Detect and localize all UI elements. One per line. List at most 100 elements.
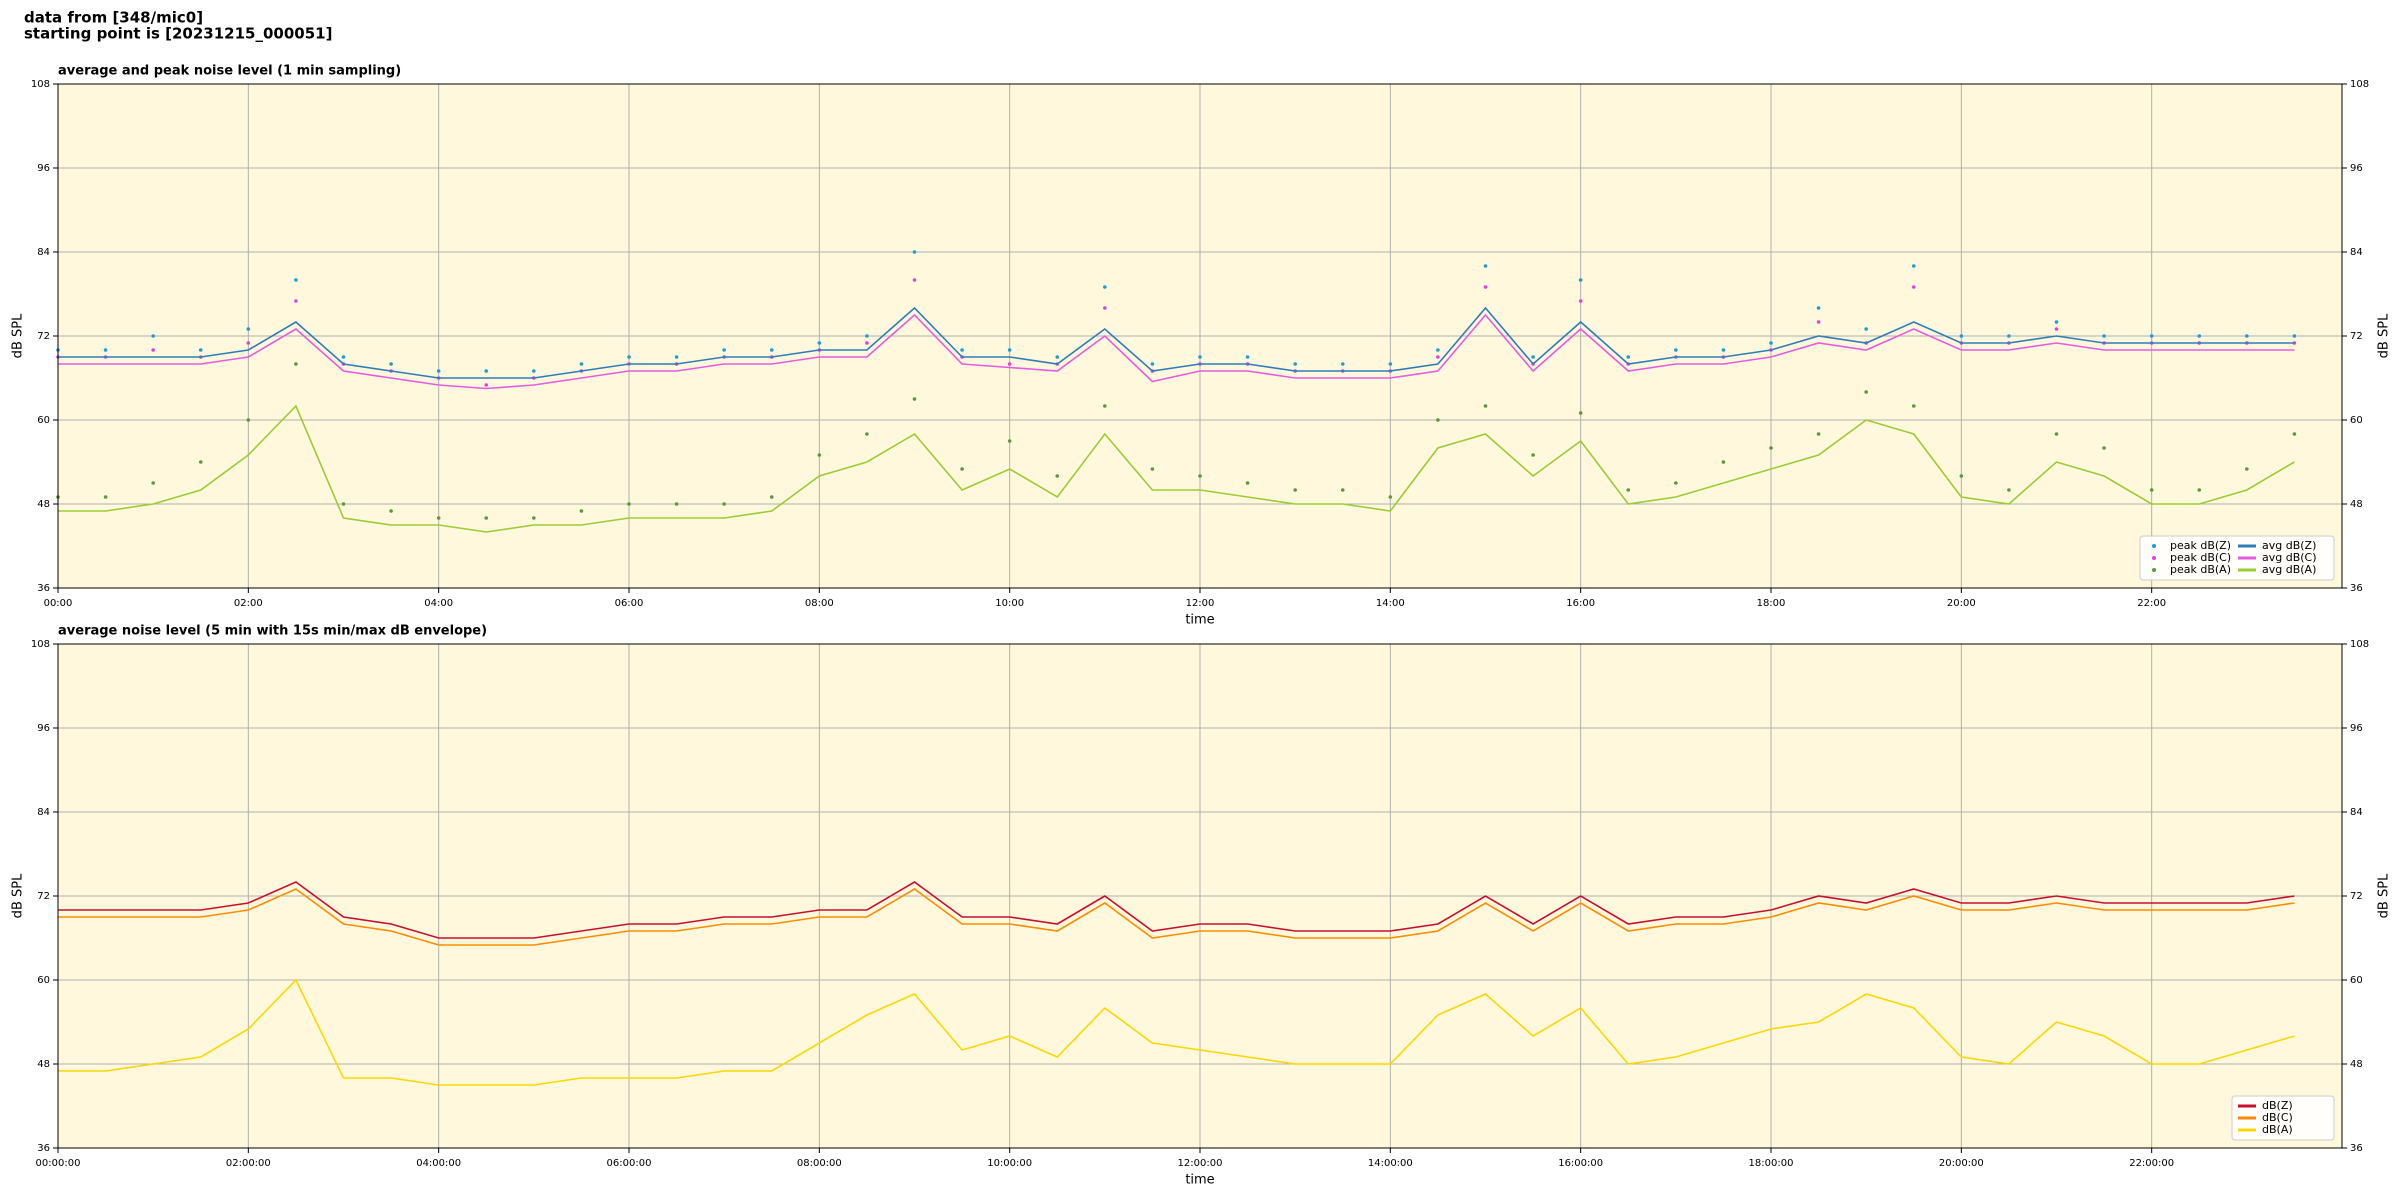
x-tick-label: 16:00:00 (1558, 1158, 1603, 1169)
y2-tick-label: 96 (2350, 723, 2363, 734)
peak-point (1816, 320, 1821, 324)
peak-point (151, 348, 155, 352)
peak-point (1436, 418, 1440, 422)
series-line (58, 978, 2295, 1086)
peak-point (769, 348, 774, 352)
peak-point (1483, 264, 1488, 268)
legend-label: peak dB(Z) (2170, 539, 2231, 552)
peak-point (2007, 488, 2011, 492)
peak-point (246, 418, 251, 422)
y-tick-label: 72 (37, 891, 50, 902)
peak-point (2245, 334, 2249, 338)
y2-tick-label: 36 (2350, 583, 2363, 594)
peak-point (198, 460, 203, 464)
peak-point (1150, 362, 1155, 366)
series-line (58, 313, 2295, 390)
y-axis-label: dB SPL (11, 313, 26, 358)
legend-label: dB(C) (2262, 1111, 2293, 1124)
peak-point (912, 278, 917, 282)
legend-marker (2152, 544, 2156, 548)
peak-point (1007, 439, 1012, 443)
x-tick-label: 20:00 (1947, 598, 1976, 609)
peak-point (1245, 355, 1250, 359)
chart-title: average noise level (5 min with 15s min/… (58, 624, 487, 639)
peak-point (1864, 390, 1868, 394)
peak-point (532, 369, 536, 373)
x-tick-label: 18:00:00 (1749, 1158, 1794, 1169)
peak-point (151, 481, 155, 485)
peak-point (674, 355, 679, 359)
y-tick-label: 36 (37, 583, 50, 594)
y2-tick-label: 48 (2350, 499, 2363, 510)
x-tick-label: 10:00:00 (987, 1158, 1032, 1169)
peak-point (294, 362, 298, 366)
peak-point (2197, 334, 2202, 338)
peak-point (484, 383, 489, 387)
legend-marker (2152, 556, 2156, 560)
y-tick-label: 108 (31, 79, 50, 90)
peak-point (960, 348, 964, 352)
legend-label: avg dB(Z) (2262, 539, 2316, 552)
peak-point (103, 495, 108, 499)
x-tick-label: 02:00 (234, 598, 263, 609)
y2-tick-label: 60 (2350, 975, 2363, 986)
y-tick-label: 72 (37, 331, 50, 342)
peak-point (2245, 467, 2249, 471)
y-tick-label: 60 (37, 415, 50, 426)
peak-point (1436, 348, 1440, 352)
y2-tick-label: 36 (2350, 1143, 2363, 1154)
peak-point (674, 502, 679, 506)
y-tick-label: 96 (37, 723, 50, 734)
peak-point (2292, 432, 2297, 436)
series-line (58, 888, 2295, 946)
y2-axis-label: dB SPL (2377, 873, 2392, 918)
peak-point (1959, 334, 1964, 338)
peak-point (151, 334, 155, 338)
y-tick-label: 84 (37, 247, 50, 258)
x-tick-label: 22:00 (2137, 598, 2166, 609)
peak-point (1721, 348, 1726, 352)
peak-point (1674, 481, 1678, 485)
peak-point (2292, 341, 2297, 345)
y2-tick-label: 84 (2350, 247, 2363, 258)
peak-point (1769, 341, 1773, 345)
x-tick-label: 12:00:00 (1178, 1158, 1223, 1169)
peak-point (1198, 474, 1202, 478)
peak-point (1483, 285, 1488, 289)
peak-point (627, 502, 631, 506)
y-axis-label: dB SPL (11, 873, 26, 918)
peak-point (1911, 264, 1916, 268)
peak-point (1578, 278, 1583, 282)
peak-point (865, 341, 869, 345)
chart: average noise level (5 min with 15s min/… (11, 624, 2392, 1188)
y2-tick-label: 72 (2350, 331, 2363, 342)
peak-point (579, 362, 584, 366)
x-axis-label: time (1185, 613, 1214, 628)
peak-point (2007, 334, 2011, 338)
legend-label: dB(Z) (2262, 1099, 2293, 1112)
y-tick-label: 48 (37, 499, 50, 510)
x-tick-label: 04:00:00 (416, 1158, 461, 1169)
peak-point (1911, 285, 1916, 289)
peak-point (1626, 488, 1631, 492)
peak-point (294, 278, 298, 282)
peak-point (1436, 355, 1440, 359)
peak-point (769, 495, 774, 499)
peak-point (722, 502, 726, 506)
legend-marker (2152, 568, 2156, 572)
peak-point (1531, 355, 1535, 359)
peak-point (1055, 474, 1060, 478)
peak-point (1578, 299, 1583, 303)
peak-point (1340, 488, 1345, 492)
peak-point (579, 509, 584, 513)
peak-point (2197, 488, 2202, 492)
series-line (58, 306, 2295, 379)
peak-point (2292, 334, 2297, 338)
peak-point (246, 327, 251, 331)
peak-point (484, 369, 489, 373)
x-tick-label: 22:00:00 (2129, 1158, 2174, 1169)
header-start: starting point is [20231215_000051] (24, 25, 332, 43)
peak-point (817, 453, 822, 457)
